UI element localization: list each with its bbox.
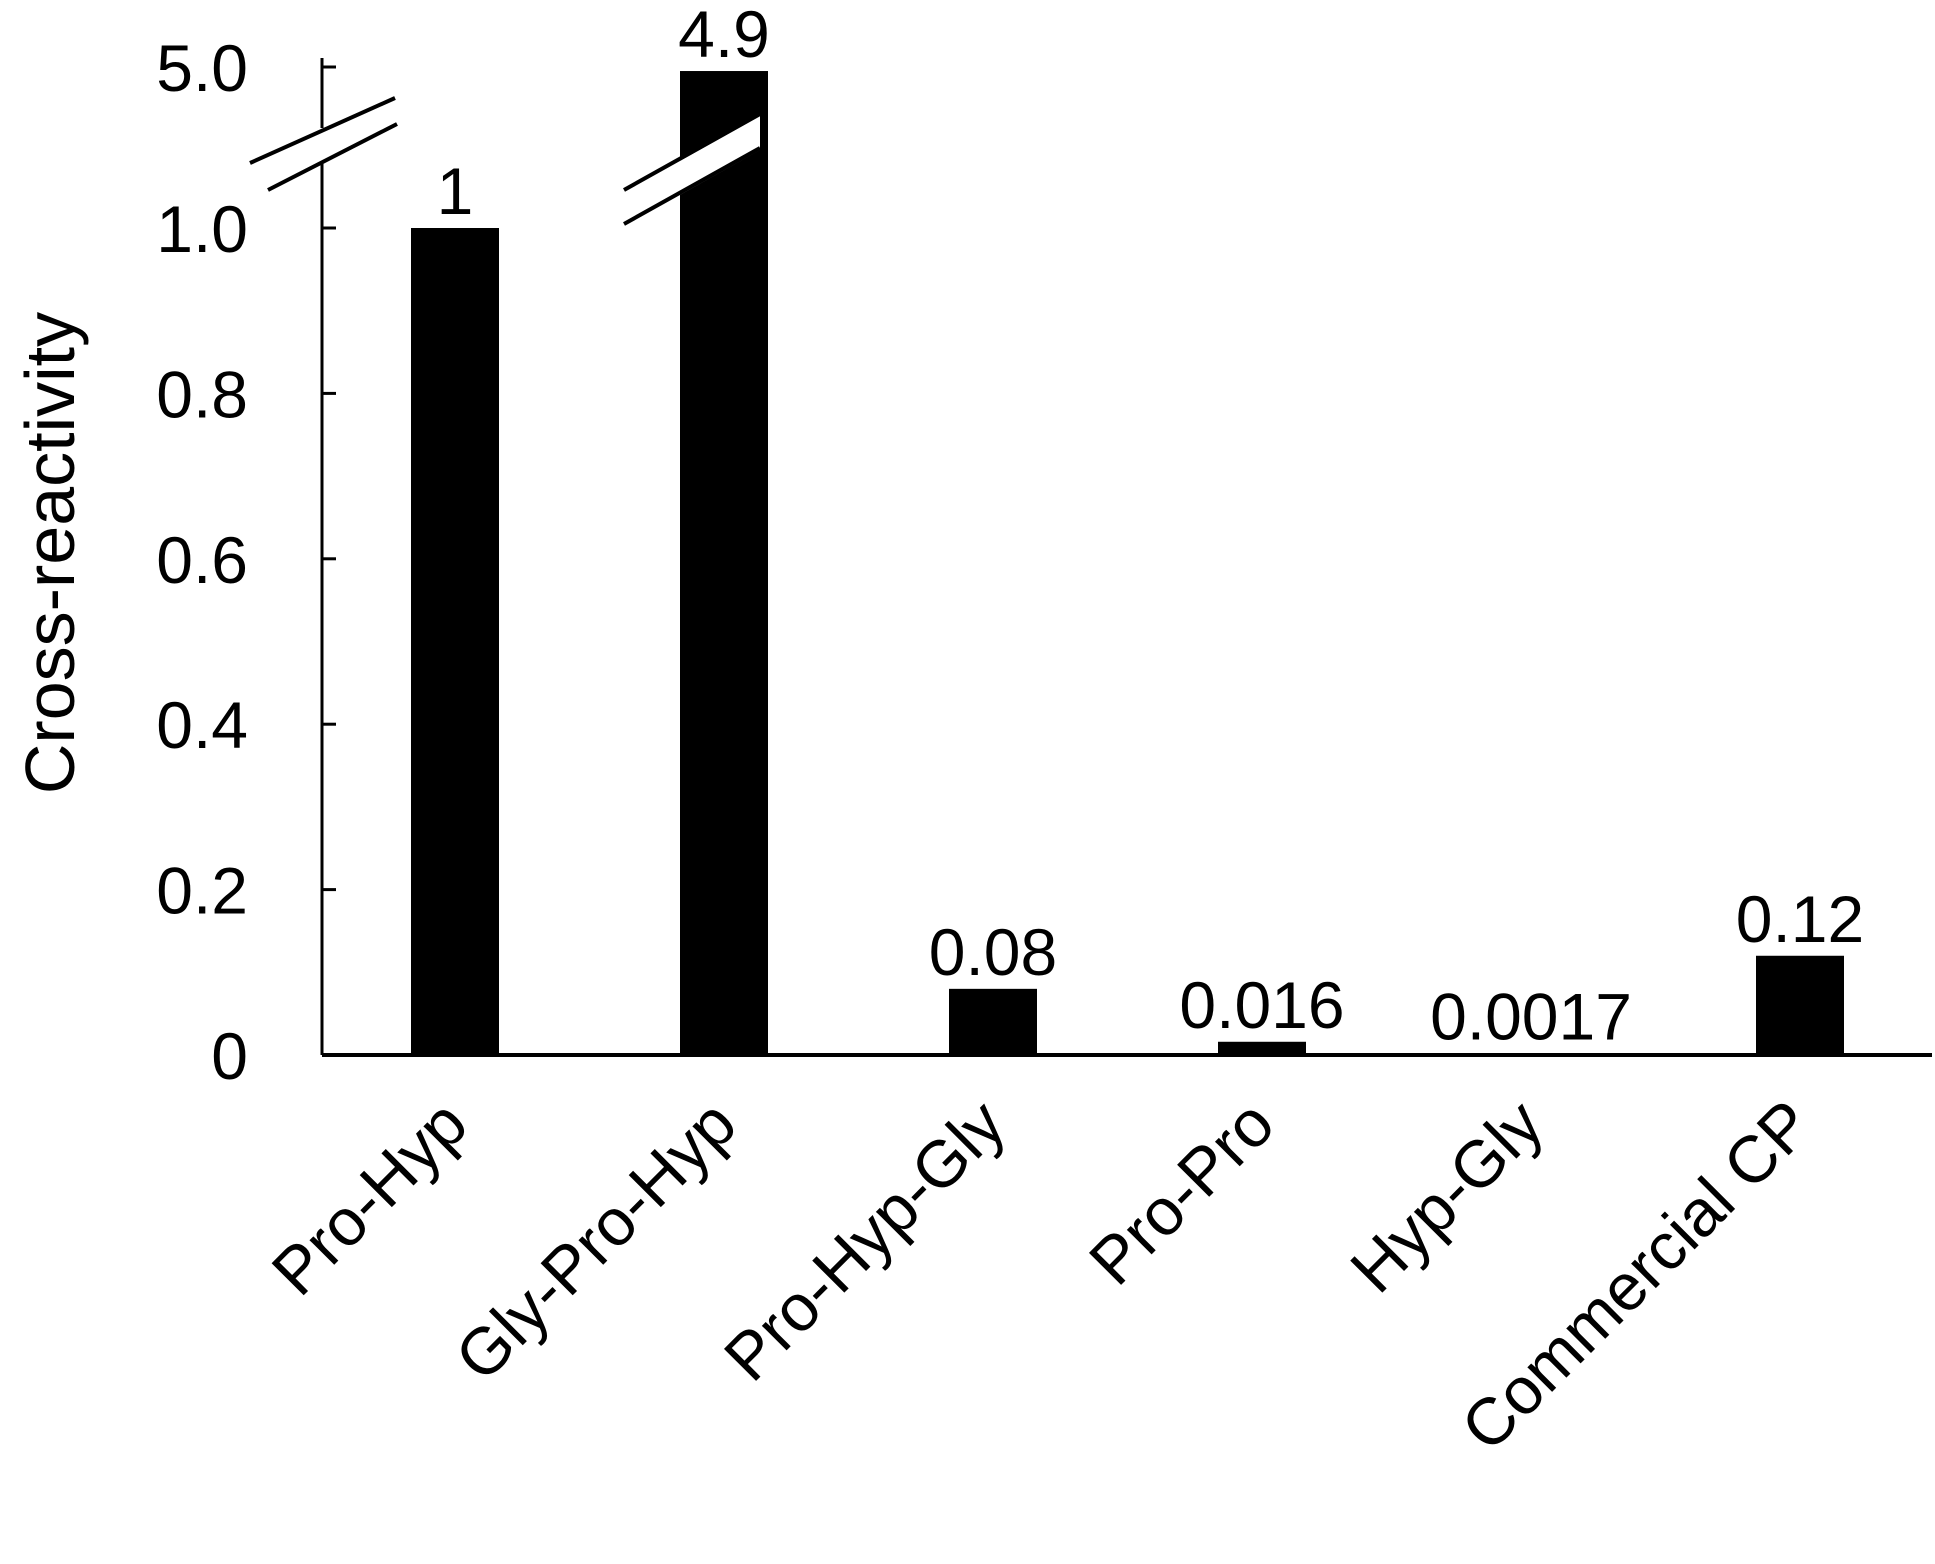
data-label: 4.9 <box>678 0 770 71</box>
y-axis-break-mark <box>249 96 396 165</box>
y-axis-break-mark <box>267 122 398 192</box>
data-label: 0.0017 <box>1430 980 1632 1054</box>
bar-commercial-cp <box>1756 955 1844 1055</box>
x-tick-label: Pro-Hyp-Gly <box>710 1086 1019 1395</box>
y-tick-label: 5.0 <box>156 31 248 105</box>
y-axis-title: Cross-reactivity <box>11 312 89 794</box>
x-tick-label: Pro-Pro <box>1075 1086 1288 1299</box>
y-tick-label: 0.4 <box>156 688 248 762</box>
y-tick-label: 0.2 <box>156 854 248 928</box>
data-label: 0.08 <box>929 915 1057 989</box>
bar-pro-pro <box>1218 1041 1306 1055</box>
bar-break-mark <box>623 112 761 226</box>
data-label: 0.12 <box>1736 882 1864 956</box>
y-tick-label: 0 <box>211 1019 248 1093</box>
y-tick-label: 1.0 <box>156 192 248 266</box>
axis-layer <box>249 58 1932 1057</box>
x-tick-label: Gly-Pro-Hyp <box>441 1086 750 1395</box>
x-tick-label: Pro-Hyp <box>257 1086 480 1309</box>
bars-layer <box>411 71 1844 1055</box>
y-tick-label: 0.8 <box>156 357 248 431</box>
data-label: 1 <box>437 154 474 228</box>
bar-pro-hyp-gly <box>949 988 1037 1055</box>
x-tick-label: Hyp-Gly <box>1336 1086 1557 1307</box>
label-layer: 1 Pro-Hyp 4.9 Gly-Pro-Hyp 0.08 Pro-Hyp-Gly 0.0… <box>11 0 1864 1465</box>
data-label: 0.016 <box>1179 968 1344 1042</box>
bar-gly-pro-hyp <box>680 71 768 1055</box>
bar-pro-hyp <box>411 228 499 1055</box>
y-tick-label: 0.6 <box>156 523 248 597</box>
